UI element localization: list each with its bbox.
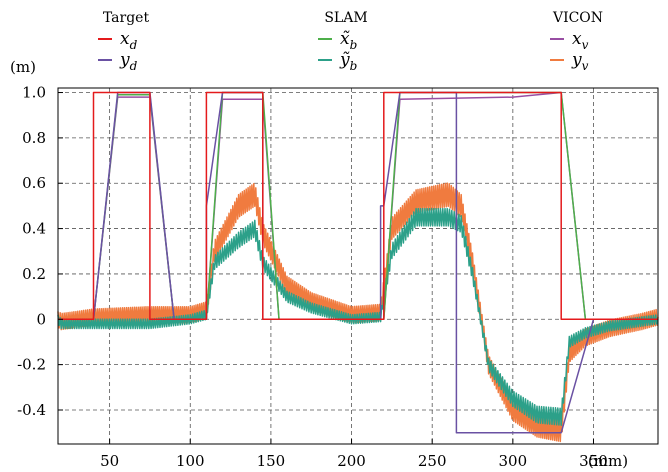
series-line-y-d xyxy=(58,91,658,434)
x-tick-label: 250 xyxy=(418,452,447,470)
legend-entry-label: yv xyxy=(571,50,589,73)
legend-entry-label: xd xyxy=(120,29,138,52)
x-tick-label: 150 xyxy=(257,452,286,470)
y-tick-label: 0 xyxy=(36,310,46,328)
legend-group-title: SLAM xyxy=(324,10,367,26)
series-line-y-b xyxy=(57,207,659,426)
legend-group-title: VICON xyxy=(552,10,603,26)
series-line-x-d xyxy=(58,91,658,321)
grid-lines xyxy=(58,88,658,444)
y-tick-label: 1.0 xyxy=(22,84,46,102)
y-tick-label: 0.6 xyxy=(22,174,46,192)
y-tick-label: -0.4 xyxy=(17,401,46,419)
series-line-x-b xyxy=(58,91,658,321)
x-axis: 50 100 150 200 250 300 350 xyxy=(100,439,608,470)
x-tick-label: 300 xyxy=(499,452,528,470)
x-axis-unit: (mm) xyxy=(588,452,628,470)
x-tick-label: 100 xyxy=(176,452,205,470)
legend-entry-label: ỹb xyxy=(339,50,357,73)
y-axis-unit: (m) xyxy=(10,58,36,76)
plot-frame xyxy=(57,87,659,445)
legend-entry-label: xv xyxy=(572,29,589,52)
y-axis: 1.0 0.8 0.6 0.4 0.2 0 -0.2 -0.4 xyxy=(17,84,63,419)
series-group xyxy=(57,91,659,443)
x-tick-label: 350 xyxy=(579,452,608,470)
x-tick-label: 50 xyxy=(100,452,119,470)
series-line-y-v xyxy=(57,182,659,443)
legend-entry-label: x̃b xyxy=(340,29,357,52)
y-tick-label: -0.2 xyxy=(17,356,46,374)
y-tick-label: 0.2 xyxy=(22,265,46,283)
y-tick-label: 0.4 xyxy=(22,220,46,238)
series-line-x-v xyxy=(58,91,658,321)
x-tick-label: 200 xyxy=(337,452,366,470)
legend-entry-label: yd xyxy=(119,50,138,73)
legend-group-title: Target xyxy=(103,10,150,26)
y-tick-label: 0.8 xyxy=(22,129,46,147)
